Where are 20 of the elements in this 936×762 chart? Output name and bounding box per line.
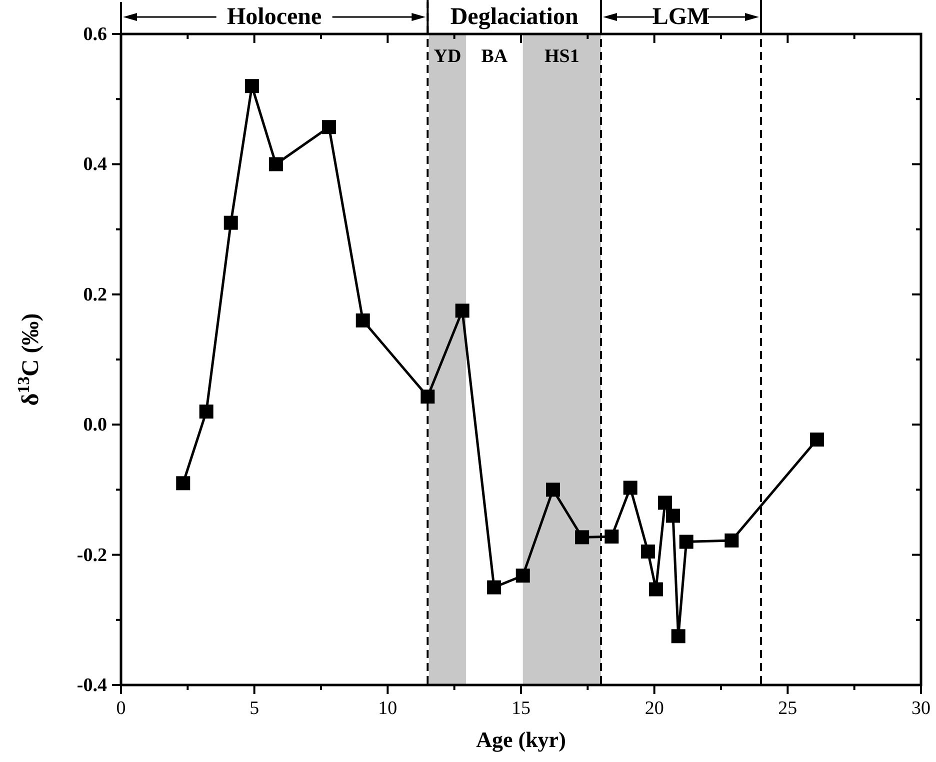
x-axis-title: Age (kyr) xyxy=(476,727,566,752)
x-tick-label: 30 xyxy=(912,698,930,719)
band-label: HS1 xyxy=(544,46,580,67)
y-tick-label: 0.0 xyxy=(83,414,107,436)
y-tick-label: 0.2 xyxy=(83,284,107,306)
x-tick-label: 25 xyxy=(778,698,798,719)
text: Deglaciation xyxy=(450,4,578,30)
y-tick-label: 0.4 xyxy=(83,154,108,176)
band-label: YD xyxy=(434,46,462,67)
y-tick-label: -0.4 xyxy=(76,675,108,696)
x-tick-label: 20 xyxy=(644,698,664,719)
y-tick-label: -0.2 xyxy=(76,544,107,566)
annotation: BA xyxy=(481,46,508,67)
x-tick-label: 0 xyxy=(116,698,126,719)
text: Holocene xyxy=(227,4,322,30)
text: LGM xyxy=(652,4,710,30)
x-tick-label: 10 xyxy=(378,698,398,719)
x-tick-label: 15 xyxy=(512,698,530,719)
x-tick-label: 5 xyxy=(250,698,260,719)
y-tick-label: 0.6 xyxy=(83,24,107,45)
